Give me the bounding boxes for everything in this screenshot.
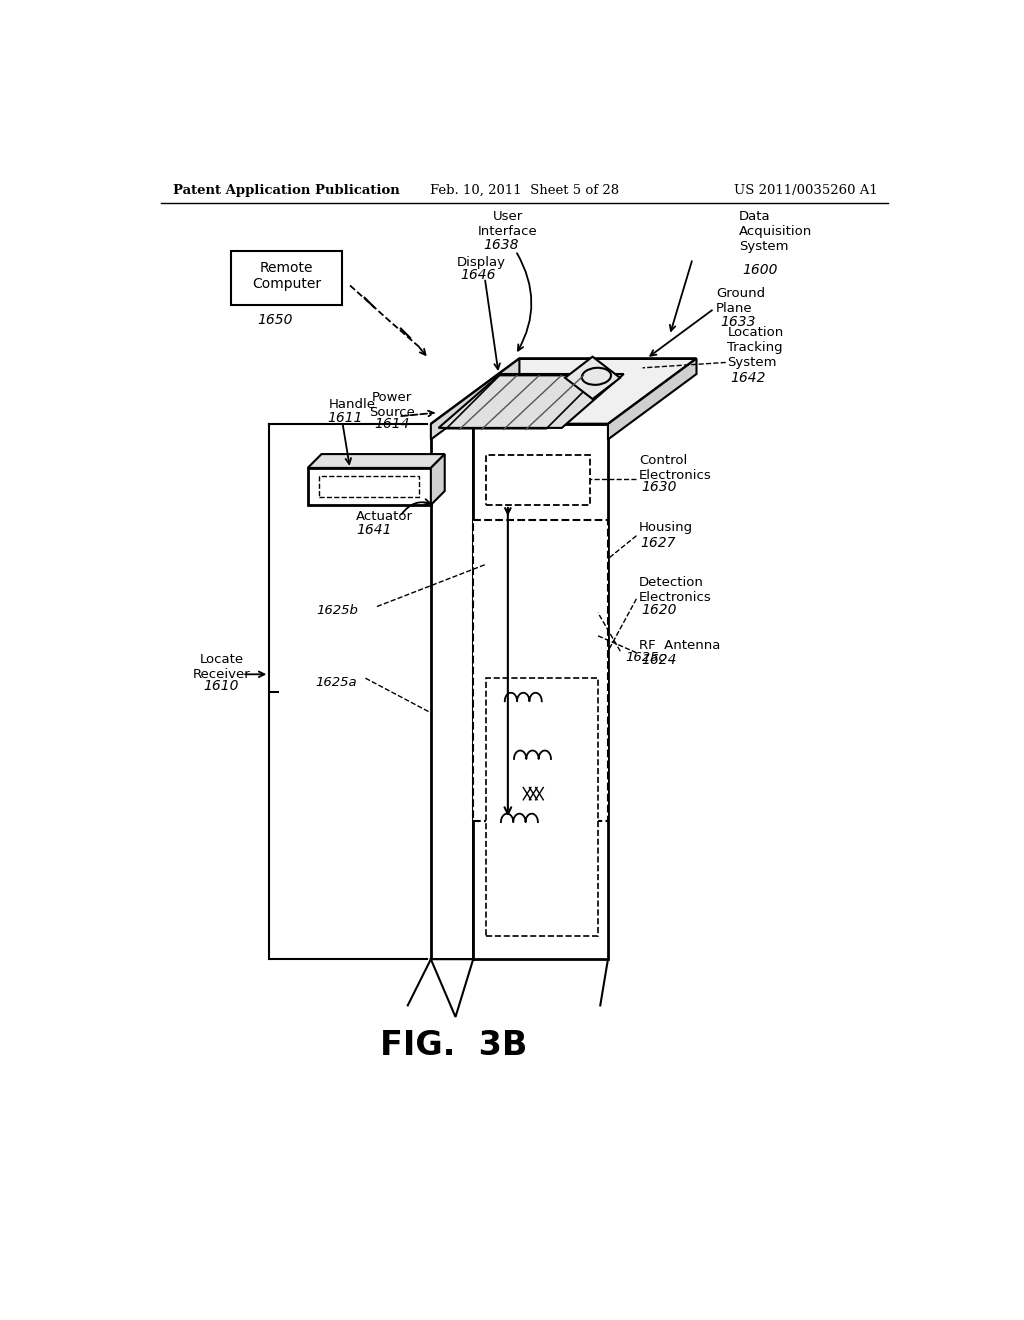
Text: Locate
Receiver: Locate Receiver: [193, 652, 250, 681]
Text: FIG.  3B: FIG. 3B: [380, 1030, 527, 1061]
Text: Display: Display: [457, 256, 506, 269]
Text: 1630: 1630: [641, 480, 677, 494]
Text: 1610: 1610: [204, 678, 240, 693]
Text: Feb. 10, 2011  Sheet 5 of 28: Feb. 10, 2011 Sheet 5 of 28: [430, 185, 620, 197]
Polygon shape: [608, 359, 696, 440]
Text: Actuator: Actuator: [356, 510, 413, 523]
Bar: [319, 475, 419, 498]
Bar: [473, 520, 608, 821]
Text: 1627: 1627: [640, 536, 676, 550]
Polygon shape: [431, 454, 444, 506]
Bar: [230, 251, 342, 305]
Text: 1600: 1600: [742, 263, 778, 277]
Text: US 2011/0035260 A1: US 2011/0035260 A1: [734, 185, 878, 197]
Text: 1624: 1624: [641, 653, 677, 668]
Text: 1638: 1638: [483, 238, 519, 252]
Text: Remote
Computer: Remote Computer: [252, 261, 322, 292]
Text: Location
Tracking
System: Location Tracking System: [727, 326, 783, 368]
Text: Ground
Plane: Ground Plane: [716, 286, 765, 315]
Polygon shape: [565, 356, 621, 399]
Polygon shape: [307, 454, 444, 469]
Bar: [307, 469, 431, 506]
Text: Power
Source: Power Source: [370, 391, 416, 418]
Text: 1611: 1611: [327, 411, 362, 425]
Text: Control
Electronics: Control Electronics: [639, 454, 712, 482]
Text: Patent Application Publication: Patent Application Publication: [173, 185, 399, 197]
Text: Detection
Electronics: Detection Electronics: [639, 576, 712, 603]
Text: 1625b: 1625b: [316, 603, 358, 616]
Text: 1625a: 1625a: [315, 676, 357, 689]
Polygon shape: [438, 374, 624, 428]
Bar: [431, 424, 473, 960]
Text: Housing: Housing: [639, 521, 693, 535]
Text: 1642: 1642: [730, 371, 766, 385]
Text: 1650: 1650: [258, 313, 293, 327]
Polygon shape: [431, 359, 519, 440]
Text: 1620: 1620: [641, 603, 677, 618]
Text: Handle: Handle: [330, 399, 376, 412]
Text: RF  Antenna: RF Antenna: [639, 639, 720, 652]
Polygon shape: [431, 960, 473, 1016]
Text: Data
Acquisition
System: Data Acquisition System: [739, 210, 812, 253]
Bar: [473, 424, 608, 960]
Bar: [486, 455, 590, 506]
Polygon shape: [431, 359, 696, 424]
Text: 1614: 1614: [375, 417, 410, 432]
Text: 1646: 1646: [460, 268, 496, 282]
Text: 1641: 1641: [356, 523, 391, 536]
Text: 1625c: 1625c: [626, 651, 667, 664]
Text: 1633: 1633: [720, 314, 756, 329]
Text: User
Interface: User Interface: [478, 210, 538, 238]
Bar: [486, 678, 598, 936]
